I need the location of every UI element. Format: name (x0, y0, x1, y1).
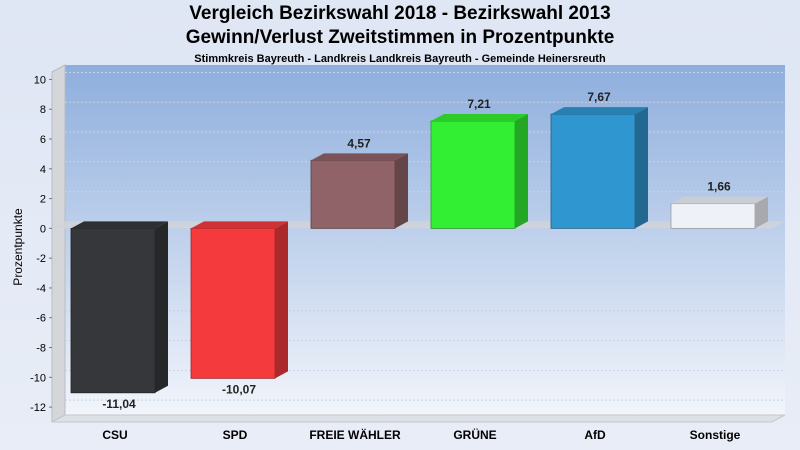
x-tick-label: CSU (102, 428, 127, 442)
bar-front (670, 203, 756, 229)
bar-side (275, 221, 288, 379)
bar-side (635, 107, 648, 229)
y-tick-label: 10 (34, 74, 46, 86)
x-tick-label: AfD (584, 428, 606, 442)
y-tick-label: 2 (40, 194, 46, 206)
side-wall (51, 64, 66, 423)
data-label: -11,04 (102, 397, 136, 411)
bar-sonstige (670, 196, 768, 229)
bar-front (310, 159, 396, 229)
chart-subsubtitle: Stimmkreis Bayreuth - Landkreis Landkrei… (194, 53, 606, 65)
bar-top (431, 114, 528, 121)
plot-background (65, 65, 785, 415)
x-tick-label: GRÜNE (453, 427, 496, 442)
bar-front (190, 227, 276, 379)
data-label: 4,57 (347, 136, 371, 150)
y-tick-label: -6 (36, 313, 46, 325)
floor (51, 414, 786, 423)
bar-side (155, 221, 168, 393)
chart-subtitle: Gewinn/Verlust Zweitstimmen in Prozentpu… (185, 27, 615, 48)
bar-top (671, 196, 768, 204)
y-tick-label: 0 (40, 223, 46, 235)
data-label: -10,07 (222, 382, 256, 396)
bar-side (395, 153, 408, 229)
y-tick-label: -2 (36, 253, 46, 265)
x-tick-label: SPD (223, 428, 248, 442)
bar-top (191, 221, 288, 229)
y-tick-label: -10 (30, 372, 46, 384)
y-tick-label: -12 (30, 402, 46, 414)
bar-spd (190, 221, 288, 379)
data-label: 1,66 (707, 180, 731, 194)
bar-front (70, 227, 156, 394)
x-tick-label: Sonstige (690, 428, 741, 442)
bar-top (311, 153, 408, 161)
bar-csu (70, 221, 168, 394)
bar-side (755, 196, 768, 229)
chart-title: Vergleich Bezirkswahl 2018 - Bezirkswahl… (189, 3, 611, 24)
bar-top (551, 107, 648, 115)
y-tick-label: -8 (36, 343, 46, 355)
bar-top (71, 221, 168, 229)
data-label: 7,21 (467, 97, 491, 111)
data-label: 7,67 (587, 90, 611, 104)
bar-front (430, 120, 516, 229)
y-tick-label: -4 (36, 283, 46, 295)
y-axis-label: Prozentpunkte (11, 208, 25, 286)
bar-freie-wähler (310, 153, 408, 229)
x-tick-label: FREIE WÄHLER (309, 427, 401, 442)
bar-front (550, 113, 636, 229)
y-tick-label: 4 (40, 164, 46, 176)
y-tick-label: 8 (40, 104, 46, 116)
bar-side (515, 114, 528, 229)
bar-afd (550, 107, 648, 229)
y-tick-label: 6 (40, 134, 46, 146)
bar-grüne (430, 114, 528, 229)
